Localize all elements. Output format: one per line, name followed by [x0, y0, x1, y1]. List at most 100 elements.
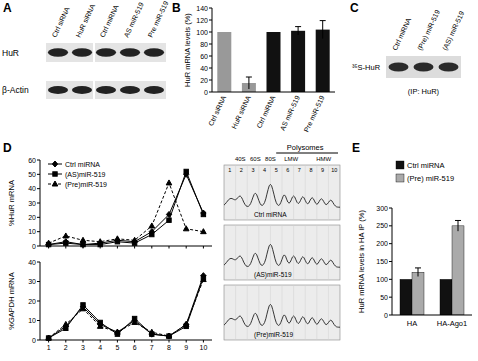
y-tick [389, 315, 392, 316]
x-tick [151, 246, 152, 249]
blot-band [96, 48, 116, 56]
fraction-line [305, 225, 306, 280]
x-tick-label: 1 [47, 344, 51, 351]
profile-box [224, 285, 340, 340]
series-line [49, 276, 204, 338]
fraction-number: 1 [228, 167, 231, 173]
y-tick-label: 300 [376, 205, 388, 212]
bracket [276, 153, 338, 154]
error-bar [418, 268, 419, 277]
profile-label: (AS)miR-519 [254, 271, 292, 279]
data-point [166, 333, 171, 339]
y-tick-label: 20 [28, 214, 36, 221]
y-tick [37, 231, 40, 232]
y-tick-label: 30 [28, 278, 36, 285]
blot-background [46, 43, 166, 62]
fraction-line [305, 285, 306, 340]
fraction-number: 3 [251, 167, 254, 173]
y-tick [37, 281, 40, 282]
data-point [115, 236, 121, 241]
y-tick-label: 250 [376, 222, 388, 229]
y-tick-label: 100 [196, 29, 208, 36]
plot-area [400, 220, 464, 315]
legend-marker [53, 172, 57, 176]
series-line [49, 278, 204, 338]
header: Polysomes [287, 143, 324, 152]
y-tick [37, 160, 40, 161]
y-tick-label: 100 [376, 276, 388, 283]
peak-label: 40S [235, 156, 246, 162]
blot-band [96, 86, 116, 94]
lane-label: AS miR-519 [123, 1, 145, 38]
x-tick [151, 340, 152, 343]
profile-label: (Pre)miR-519 [254, 331, 293, 339]
data-point [80, 306, 86, 311]
blot-band [48, 86, 68, 94]
fraction-line [235, 165, 236, 220]
data-point [183, 226, 189, 231]
series-line [49, 280, 204, 339]
y-tick [209, 56, 212, 57]
panel-label: E [352, 141, 360, 155]
data-point [166, 180, 172, 185]
fraction-number: 8 [309, 167, 312, 173]
fraction-line [247, 165, 248, 220]
fraction-line [316, 225, 317, 280]
fraction-line [316, 285, 317, 340]
fraction-line [235, 225, 236, 280]
y-tick-label: 150 [376, 258, 388, 265]
y-tick-label: 40 [28, 185, 36, 192]
error-bar [458, 220, 459, 231]
data-point [115, 329, 121, 334]
series-line [49, 171, 204, 244]
fraction-number: 4 [263, 167, 266, 173]
fraction-number: 9 [321, 167, 324, 173]
blot-band [72, 48, 92, 56]
y-tick [37, 320, 40, 321]
y-tick-label: 50 [380, 294, 388, 301]
weight-label: LMW [284, 156, 298, 162]
panel-label: C [350, 1, 359, 15]
x-tick [117, 340, 118, 343]
y-tick-label: 20 [28, 298, 36, 305]
y-tick [37, 340, 40, 341]
fraction-line [328, 285, 329, 340]
x-tick-label: 10 [200, 344, 208, 351]
x-tick-label: Pre miR-519 [303, 94, 326, 133]
panel-label: A [3, 1, 12, 15]
error-cap [320, 20, 326, 21]
y-axis-label: %GAPDH mRNA [7, 272, 16, 330]
y-tick-label: 40 [28, 259, 36, 266]
lane-label: HuR siRNA [75, 3, 97, 39]
lane-label: (AS) miR-519 [441, 10, 466, 52]
x-tick-label: 9 [184, 344, 188, 351]
x-tick-label: HA-Ago1 [437, 319, 467, 328]
data-point [97, 239, 103, 244]
y-tick-label: 140 [196, 5, 208, 12]
x-tick [134, 246, 135, 249]
y-tick [209, 20, 212, 21]
data-point [150, 232, 154, 236]
fraction-line [328, 165, 329, 220]
blot-separator [93, 43, 95, 62]
fraction-line [235, 285, 236, 340]
y-tick-label: 60 [200, 53, 208, 60]
x-tick [117, 246, 118, 249]
x-tick [65, 340, 66, 343]
y-tick-label: 0 [204, 89, 208, 96]
y-axis-label: %HuR mRNA [7, 180, 16, 226]
x-tick-label: 6 [133, 344, 137, 351]
data-point [201, 229, 207, 234]
x-tick-label: HuR siRNA [230, 94, 252, 130]
fraction-number: 7 [298, 167, 301, 173]
bar [412, 272, 424, 315]
bar [440, 279, 452, 315]
bar [316, 30, 330, 92]
x-tick [48, 246, 49, 249]
y-tick [389, 243, 392, 244]
fraction-line [293, 285, 294, 340]
fraction-line [305, 165, 306, 220]
legend-marker [52, 181, 58, 186]
row-label: HuR [2, 48, 19, 58]
legend-label: Ctrl miRNA [65, 161, 100, 168]
